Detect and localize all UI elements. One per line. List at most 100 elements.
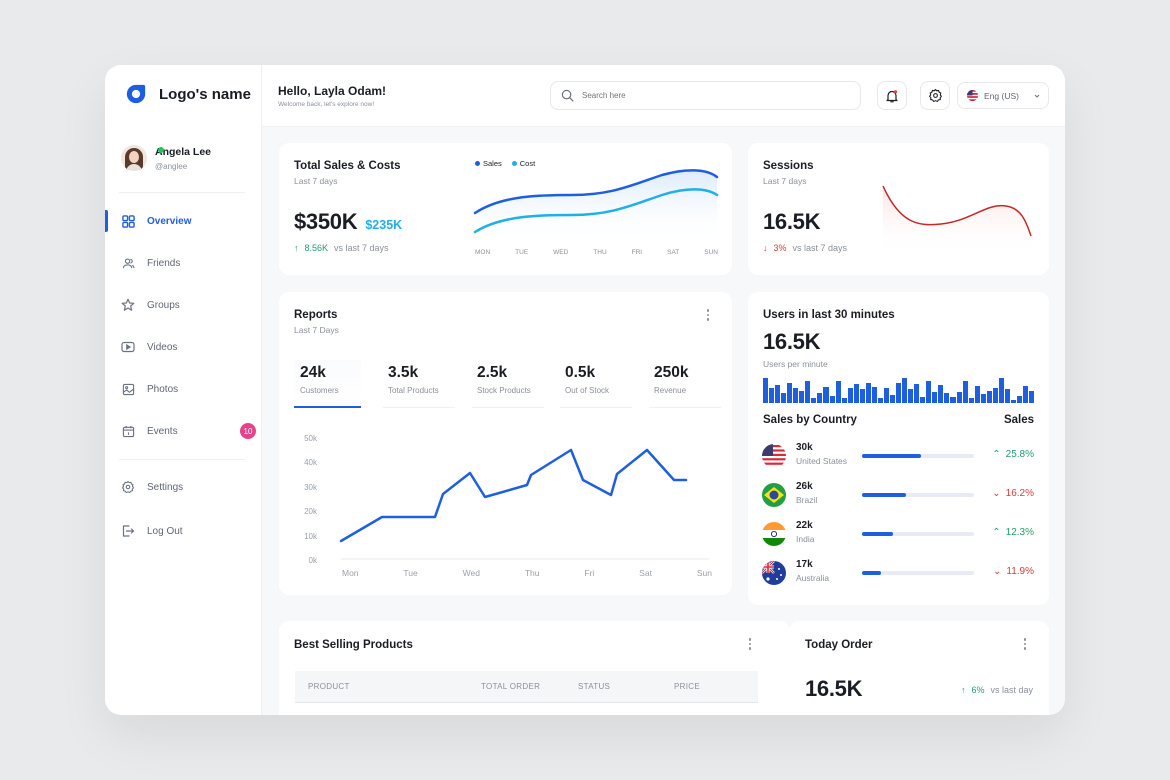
chevron-up-icon: ⌃ [992,449,1001,460]
progress-track [862,454,974,458]
users-bar [781,392,787,403]
users-bar [793,388,799,403]
profile-name: Angela Lee [155,145,212,158]
users-bar [811,397,817,403]
sidebar-item-overview[interactable]: Overview [105,210,262,232]
chevron-down-icon [1034,94,1040,98]
users-bar [1029,390,1035,403]
search-icon [561,89,574,102]
chevron-down-icon: ⌄ [992,566,1002,577]
card-title: Users in last 30 minutes [763,309,895,321]
sidebar-item-events[interactable]: Events 10 [105,420,262,442]
sessions-card: Sessions Last 7 days 16.5K ↓ 3% vs last … [748,143,1049,275]
reports-x-axis: Mon Tue Wed Thu Fri Sat Sun [342,568,712,578]
legend-cost: Cost [519,159,536,168]
notifications-button[interactable] [877,81,907,110]
users-bar [775,385,781,403]
users-bar [889,394,896,403]
search-input[interactable] [582,91,842,100]
more-options-button[interactable] [1020,636,1030,652]
column-status[interactable]: STATUS [578,682,611,691]
logout-icon [121,524,135,538]
greeting-subtitle: Welcome back, let's explore now! [278,101,375,108]
sessions-sparkline [882,185,1032,256]
avatar [121,145,147,171]
more-options-button[interactable] [745,636,755,652]
sidebar-item-groups[interactable]: Groups [105,294,262,316]
users-icon [121,256,135,270]
sidebar-item-friends[interactable]: Friends [105,252,262,274]
stat-out-of-stock[interactable]: 0.5k Out of Stock [560,360,632,408]
sidebar-divider [119,459,245,460]
settings-button[interactable] [920,81,950,110]
progress-track [862,532,974,536]
users-bar [926,381,932,403]
users-bar [883,388,889,403]
users-bar [914,384,920,403]
change-value: 8.56K [304,243,329,253]
arrow-up-icon: ↑ [294,243,299,253]
more-options-button[interactable] [703,307,713,323]
users-bar [938,385,944,403]
sales-value: $350K [294,209,358,234]
card-period: Last 7 Days [294,325,339,335]
sidebar-item-label: Photos [147,383,179,395]
sidebar-item-label: Settings [147,481,184,493]
sidebar-item-photos[interactable]: Photos [105,378,262,400]
sidebar-item-logout[interactable]: Log Out [105,520,262,542]
logo-name: Logo's name [159,85,251,103]
country-row-india: 22k India ⌃ 12.3% [762,520,1034,550]
users-bar [835,381,841,403]
country-name: Australia [796,573,830,583]
sidebar-divider [119,192,245,193]
users-bar [877,397,883,403]
users-bar [920,396,926,403]
country-change: ⌃ 25.8% [992,449,1034,460]
search-box[interactable] [550,81,861,110]
users-bar [799,390,805,403]
sales-column-title: Sales [1003,414,1034,426]
users-bar [817,392,823,403]
users-bar [956,391,962,403]
stat-total-products[interactable]: 3.5k Total Products [383,360,455,408]
card-title: Sessions [763,160,814,172]
reports-card: Reports Last 7 Days 24k Customers 3.5k Tot… [279,292,732,595]
today-order-change: ↑ 6% vs last day [961,685,1033,695]
chart-legend: Sales Cost [475,159,535,168]
language-label: Eng (US) [984,90,1019,101]
sessions-change: ↓ 3% vs last 7 days [763,243,847,253]
language-selector[interactable]: Eng (US) [957,82,1049,109]
sidebar-item-videos[interactable]: Videos [105,336,262,358]
column-price[interactable]: PRICE [674,682,700,691]
users-bar [769,388,775,403]
users-bar [853,384,859,403]
users-bar [871,387,877,403]
stat-revenue[interactable]: 250k Revenue [649,360,721,408]
stat-stock-products[interactable]: 2.5k Stock Products [472,360,544,408]
users-bar [859,389,865,403]
stat-customers[interactable]: 24k Customers [294,360,361,408]
greeting: Hello, Layla Odam! Welcome back, let's e… [278,84,386,108]
country-sales-value: 26k [796,481,813,492]
user-profile[interactable]: Angela Lee @anglee [121,145,211,171]
column-product[interactable]: PRODUCT [308,682,350,691]
users-bar [974,386,980,403]
chevron-down-icon: ⌄ [992,488,1001,499]
country-sales-value: 17k [796,559,813,570]
legend-sales: Sales [483,159,502,168]
change-label: vs last 7 days [334,243,389,253]
card-title: Best Selling Products [294,639,413,651]
column-total-order[interactable]: TOTAL ORDER [481,682,541,691]
sidebar-item-settings[interactable]: Settings [105,476,262,498]
today-order-value: 16.5K [805,676,863,701]
country-row-australia: 17k Australia ⌄ 11.9% [762,559,1034,589]
sales-change: ↑ 8.56K vs last 7 days [294,243,389,253]
total-sales-card: Total Sales & Costs Last 7 days $350K $2… [279,143,732,275]
best-selling-card: Best Selling Products PRODUCT TOTAL ORDE… [279,621,790,715]
progress-fill [862,532,894,536]
bell-icon [886,89,898,102]
users-bar [980,393,986,403]
logo[interactable]: Logo's name [125,83,251,105]
us-flag-icon [762,444,786,468]
users-bar [763,378,769,403]
